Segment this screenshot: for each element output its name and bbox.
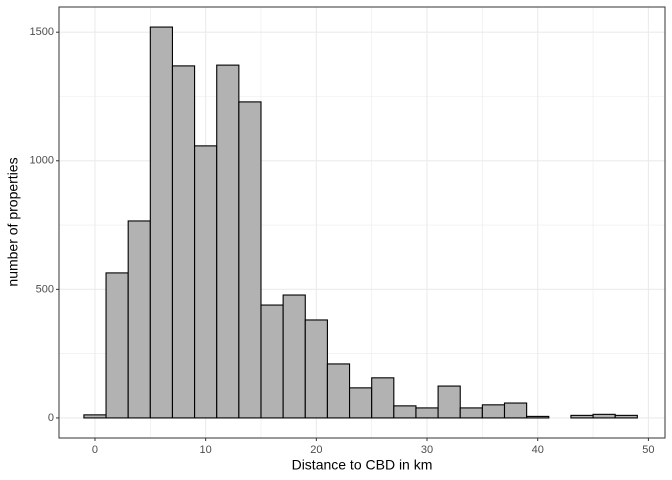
bar: [260, 304, 284, 419]
x-tick-label: 20: [310, 444, 322, 456]
bar: [393, 405, 417, 419]
bar: [503, 402, 528, 419]
x-tick-label: 10: [200, 444, 212, 456]
bar: [348, 387, 373, 419]
x-tick-label: 40: [532, 444, 544, 456]
bar: [105, 272, 129, 419]
panel-border: [58, 6, 666, 439]
y-tick-label: 1500: [30, 26, 54, 38]
bar: [238, 101, 262, 419]
bar: [149, 26, 174, 419]
bar: [526, 415, 550, 419]
x-tick-label: 0: [92, 444, 98, 456]
bar: [371, 377, 395, 419]
bar: [326, 363, 351, 419]
x-tick-label: 50: [642, 444, 654, 456]
bar: [171, 65, 196, 419]
y-tick-label: 500: [36, 283, 54, 295]
bar: [570, 414, 594, 419]
bar: [614, 414, 638, 419]
bar: [437, 385, 461, 419]
bar: [415, 407, 439, 419]
bar: [194, 145, 218, 419]
bar: [459, 407, 483, 419]
bar: [127, 220, 151, 419]
bar: [304, 319, 328, 419]
y-axis-title: number of properties: [5, 157, 21, 286]
x-tick-label: 30: [421, 444, 433, 456]
bar: [83, 414, 107, 419]
bar: [282, 294, 306, 419]
bar: [481, 404, 506, 419]
y-tick-label: 0: [48, 412, 54, 424]
bar: [592, 413, 616, 419]
x-axis-title: Distance to CBD in km: [292, 457, 433, 473]
bar: [216, 64, 240, 419]
y-tick-label: 1000: [30, 155, 54, 167]
